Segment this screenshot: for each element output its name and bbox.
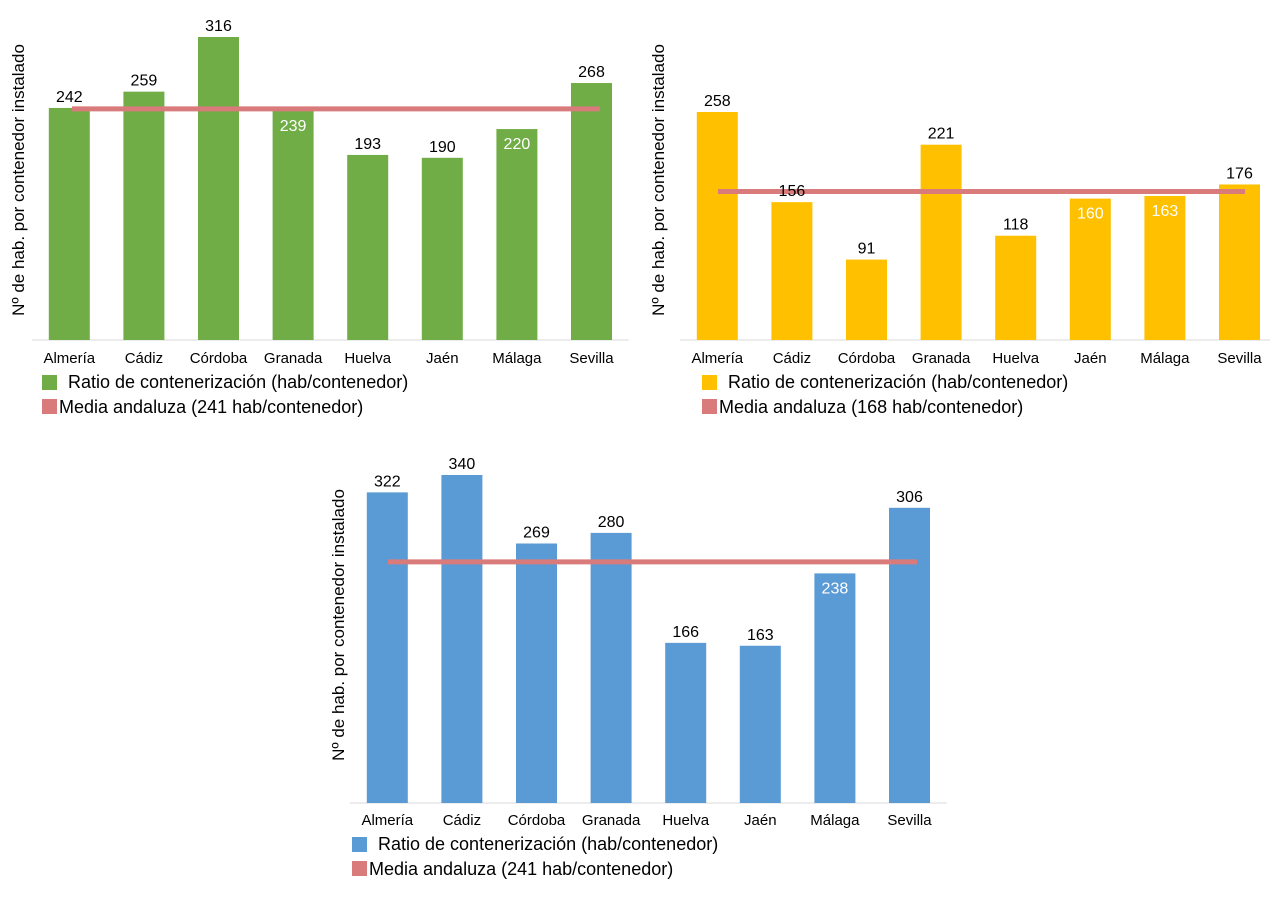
bar — [590, 532, 632, 803]
bar — [771, 202, 813, 340]
legend-swatch-average — [352, 861, 367, 876]
bar — [995, 235, 1037, 340]
data-label: 268 — [578, 64, 605, 81]
data-label: 118 — [1003, 217, 1029, 234]
x-tick-label: Cádiz — [125, 350, 163, 367]
data-label: 156 — [779, 183, 806, 200]
bar — [347, 154, 389, 340]
x-tick-label: Sevilla — [569, 350, 614, 367]
x-tick-label: Córdoba — [508, 812, 566, 829]
data-label: 163 — [1152, 203, 1179, 220]
data-label: 306 — [896, 489, 923, 506]
x-tick-label: Huelva — [344, 350, 391, 367]
y-axis-label: Nº de hab. por contenedor instalado — [329, 489, 348, 761]
data-label: 269 — [523, 524, 550, 541]
bar — [1219, 184, 1260, 340]
data-label: 166 — [672, 624, 699, 641]
data-label: 221 — [928, 126, 955, 143]
data-label: 176 — [1226, 165, 1253, 182]
data-label: 340 — [449, 456, 476, 473]
data-label: 190 — [429, 139, 456, 156]
data-label: 280 — [598, 514, 625, 531]
y-axis-label: Nº de hab. por contenedor instalado — [9, 44, 28, 316]
legend-label-average: Media andaluza (241 hab/contenedor) — [369, 859, 673, 879]
bar — [889, 507, 930, 803]
x-tick-label: Huelva — [992, 350, 1039, 367]
bar — [920, 144, 962, 340]
x-tick-label: Cádiz — [443, 812, 481, 829]
y-axis-label: Nº de hab. por contenedor instalado — [649, 44, 668, 316]
x-tick-label: Sevilla — [887, 812, 932, 829]
x-tick-label: Málaga — [1140, 350, 1190, 367]
bar — [571, 83, 612, 340]
chart-yellow: Nº de hab. por contenedor instalado 258 15… — [649, 44, 1270, 417]
chart-blue: Nº de hab. por contenedor instalado 322 34… — [329, 456, 947, 879]
data-label: 258 — [704, 93, 731, 110]
bar — [1069, 198, 1111, 340]
legend-swatch-bars — [352, 837, 367, 852]
x-tick-label: Córdoba — [838, 350, 896, 367]
bar — [665, 642, 707, 803]
legend-swatch-bars — [42, 375, 57, 390]
x-tick-label: Granada — [264, 350, 323, 367]
chart-green: Nº de hab. por contenedor instalado 242 25… — [9, 18, 629, 417]
legend-label-average: Media andaluza (241 hab/contenedor) — [59, 397, 363, 417]
x-tick-label: Almería — [691, 350, 743, 367]
legend-label-average: Media andaluza (168 hab/contenedor) — [719, 397, 1023, 417]
bar — [846, 259, 887, 340]
x-tick-label: Jaén — [744, 812, 777, 829]
bar — [272, 110, 314, 340]
x-tick-label: Córdoba — [190, 350, 248, 367]
data-label: 238 — [822, 580, 849, 597]
x-tick-label: Cádiz — [773, 350, 811, 367]
x-tick-label: Huelva — [662, 812, 709, 829]
bar — [198, 37, 239, 340]
bar — [814, 573, 856, 803]
bar — [48, 107, 90, 341]
data-label: 193 — [354, 136, 381, 153]
x-tick-label: Málaga — [810, 812, 860, 829]
data-label: 316 — [205, 18, 232, 35]
legend-label-bars: Ratio de contenerización (hab/contenedor… — [68, 372, 408, 392]
bar — [696, 112, 738, 340]
data-label: 160 — [1077, 206, 1104, 223]
bar — [739, 645, 781, 803]
data-label: 239 — [280, 118, 307, 135]
x-tick-label: Málaga — [492, 350, 542, 367]
bar — [496, 129, 538, 340]
legend-swatch-average — [702, 399, 717, 414]
x-tick-label: Granada — [582, 812, 641, 829]
bar — [366, 492, 408, 803]
legend-swatch-average — [42, 399, 57, 414]
data-label: 259 — [131, 73, 158, 90]
x-tick-label: Sevilla — [1217, 350, 1262, 367]
x-tick-label: Granada — [912, 350, 971, 367]
data-label: 220 — [504, 136, 531, 153]
x-tick-label: Jaén — [1074, 350, 1107, 367]
bar — [123, 91, 165, 340]
bar — [516, 543, 557, 803]
data-label: 91 — [858, 241, 876, 258]
x-tick-label: Almería — [361, 812, 413, 829]
bar — [441, 475, 483, 803]
x-tick-label: Jaén — [426, 350, 459, 367]
legend-label-bars: Ratio de contenerización (hab/contenedor… — [378, 834, 718, 854]
legend-swatch-bars — [702, 375, 717, 390]
data-label: 163 — [747, 627, 774, 644]
legend-label-bars: Ratio de contenerización (hab/contenedor… — [728, 372, 1068, 392]
data-label: 322 — [374, 473, 401, 490]
x-tick-label: Almería — [43, 350, 95, 367]
data-label: 242 — [56, 89, 83, 106]
bar — [1144, 195, 1186, 340]
bar — [421, 157, 463, 340]
